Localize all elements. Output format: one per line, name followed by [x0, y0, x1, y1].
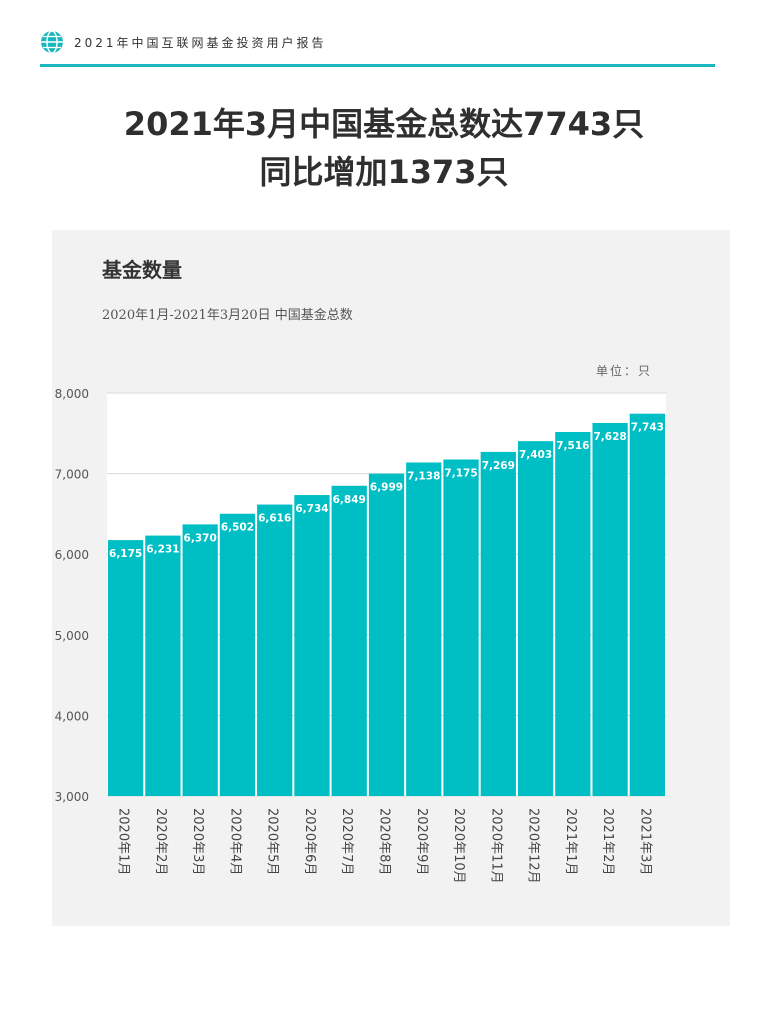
bar	[406, 462, 442, 796]
x-tick-label: 2020年8月	[377, 808, 392, 875]
y-tick-label: 5,000	[55, 629, 89, 643]
title-line-2: 同比增加1373只	[259, 153, 509, 191]
x-tick-label: 2021年2月	[600, 808, 615, 875]
bar	[219, 513, 256, 796]
x-tick-label: 2020年5月	[265, 808, 280, 875]
bar	[331, 485, 367, 796]
bar	[592, 422, 628, 796]
bar-value-label: 6,616	[258, 513, 291, 525]
bar-value-label: 6,849	[333, 494, 366, 506]
bar	[368, 473, 405, 796]
bar	[182, 524, 218, 796]
globe-icon	[41, 30, 63, 54]
bar	[294, 495, 330, 796]
x-tick-label: 2020年1月	[116, 808, 131, 875]
x-tick-label: 2020年6月	[302, 808, 317, 875]
chart-subtitle: 2020年1月-2021年3月20日 中国基金总数	[102, 308, 353, 323]
bar-value-label: 7,269	[482, 460, 515, 472]
y-tick-label: 8,000	[55, 387, 89, 401]
bar-value-label: 6,370	[184, 532, 217, 544]
bar	[443, 459, 479, 796]
bar-value-label: 7,175	[444, 467, 477, 479]
chart-panel: 基金数量 2020年1月-2021年3月20日 中国基金总数 单位：只 3,00…	[52, 230, 730, 926]
bar-value-label: 7,743	[631, 422, 664, 434]
x-tick-label: 2021年1月	[563, 808, 578, 875]
report-header: 2021年中国互联网基金投资用户报告	[40, 30, 715, 67]
y-tick-label: 6,000	[55, 548, 89, 562]
x-tick-label: 2020年7月	[339, 808, 354, 875]
bar-value-label: 7,628	[593, 431, 626, 443]
y-tick-label: 4,000	[55, 709, 89, 723]
bar-value-label: 6,231	[146, 544, 179, 556]
x-tick-label: 2020年9月	[414, 808, 429, 875]
title-line-1: 2021年3月中国基金总数达7743只	[123, 105, 645, 143]
chart-title: 基金数量	[102, 258, 182, 282]
bar-value-label: 7,516	[556, 440, 589, 452]
x-tick-label: 2020年4月	[227, 808, 242, 875]
bar	[555, 432, 591, 796]
x-tick-label: 2020年10月	[451, 808, 466, 884]
x-tick-label: 2021年3月	[637, 808, 652, 875]
bar-value-label: 6,999	[370, 482, 403, 494]
bar	[108, 540, 144, 796]
bar	[629, 413, 665, 796]
x-tick-label: 2020年11月	[488, 808, 503, 884]
x-tick-label: 2020年12月	[526, 808, 541, 884]
bar-chart: 3,000 4,000 5,000 6,000 7,000 8,000 6,175 6,231…	[55, 387, 666, 884]
bar-value-label: 6,734	[295, 503, 328, 515]
bar-value-label: 6,175	[109, 548, 142, 560]
bar	[480, 451, 516, 796]
x-tick-label: 2020年2月	[153, 808, 168, 875]
x-tick-label: 2020年3月	[190, 808, 205, 875]
bar-value-label: 7,403	[519, 449, 552, 461]
bar-value-label: 7,138	[407, 470, 440, 482]
unit-label: 单位：只	[595, 364, 652, 378]
y-tick-label: 7,000	[55, 468, 89, 482]
page-title: 2021年3月中国基金总数达7743只 同比增加1373只	[0, 100, 768, 196]
bar	[145, 535, 181, 796]
y-tick-label: 3,000	[55, 790, 89, 804]
bar	[517, 441, 554, 796]
report-title: 2021年中国互联网基金投资用户报告	[74, 36, 327, 50]
bar	[257, 504, 293, 796]
bar-value-label: 6,502	[221, 522, 254, 534]
